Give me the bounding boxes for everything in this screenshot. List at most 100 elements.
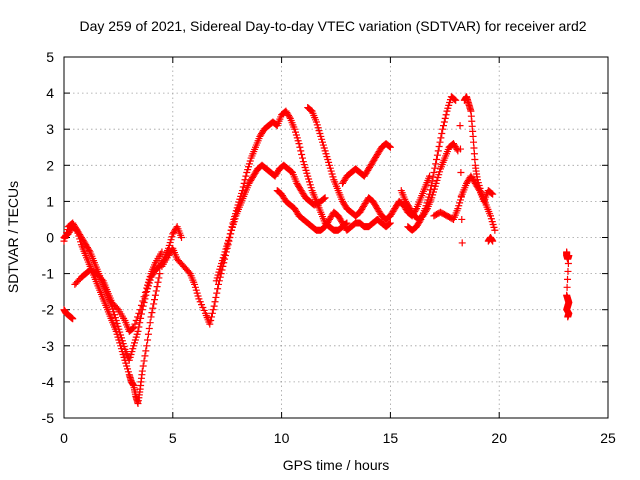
data-point — [144, 330, 152, 338]
x-tick-label: 20 — [491, 430, 507, 446]
y-tick-label: -3 — [42, 338, 55, 354]
data-point — [431, 164, 439, 172]
x-tick-label: 5 — [169, 430, 177, 446]
data-point — [433, 156, 441, 164]
data-point — [564, 267, 572, 275]
data-point — [227, 226, 235, 234]
data-point — [155, 274, 163, 282]
data-point — [564, 275, 572, 283]
data-point — [226, 230, 234, 238]
data-point — [386, 219, 394, 227]
data-point — [451, 96, 459, 104]
data-point — [296, 143, 304, 151]
data-point — [134, 327, 142, 335]
data-point — [214, 285, 222, 293]
data-point — [563, 283, 571, 291]
data-point — [298, 150, 306, 158]
data-point — [489, 237, 497, 245]
x-tick-label: 10 — [274, 430, 290, 446]
data-point — [146, 319, 154, 327]
data-point — [241, 176, 249, 184]
data-point — [298, 154, 306, 162]
data-point — [207, 317, 215, 325]
y-tick-labels: -5 -4 -3 -2 -1 0 1 2 3 4 5 — [42, 49, 55, 426]
data-point — [458, 239, 466, 247]
data-point — [72, 225, 80, 233]
y-tick-label: 0 — [46, 230, 54, 246]
data-point — [153, 283, 161, 291]
data-point — [434, 147, 442, 155]
data-point — [427, 182, 435, 190]
data-point — [456, 145, 464, 153]
data-point — [426, 172, 434, 180]
data-point — [135, 309, 143, 317]
data-point — [442, 111, 450, 119]
data-point — [144, 336, 152, 344]
data-point — [154, 278, 162, 286]
data-point — [432, 160, 440, 168]
data-point — [491, 226, 499, 234]
data-point — [150, 300, 158, 308]
data-point — [225, 234, 233, 241]
data-point — [136, 306, 144, 314]
data-point — [456, 122, 464, 130]
y-tick-label: -1 — [42, 266, 55, 282]
data-point — [132, 317, 140, 325]
data-point — [240, 179, 248, 187]
data-point — [435, 143, 443, 151]
data-point — [145, 324, 153, 332]
data-point — [137, 314, 145, 322]
data-point — [135, 323, 143, 331]
data-point — [212, 293, 220, 301]
data-point — [457, 169, 465, 177]
data-point — [208, 313, 216, 321]
data-point — [209, 306, 217, 314]
data-point — [436, 138, 444, 146]
data-point — [441, 114, 449, 122]
data-point — [211, 298, 219, 306]
data-point — [440, 118, 448, 126]
data-point — [285, 113, 293, 121]
data-point — [139, 362, 147, 370]
data-point — [238, 187, 246, 195]
data-point — [131, 320, 139, 328]
chart-title: Day 259 of 2021, Sidereal Day-to-day VTE… — [79, 18, 586, 34]
data-point — [178, 234, 186, 241]
data-point — [139, 297, 147, 305]
data-point — [458, 215, 466, 223]
x-tick-label: 0 — [60, 430, 68, 446]
y-tick-label: 5 — [46, 49, 54, 65]
data-point — [141, 352, 149, 360]
x-tick-label: 25 — [600, 430, 616, 446]
data-point — [134, 313, 142, 321]
data-points — [60, 93, 573, 408]
data-point — [452, 96, 460, 104]
data-point — [206, 320, 214, 328]
data-point — [210, 302, 218, 310]
data-point — [488, 189, 496, 197]
data-point — [429, 173, 437, 181]
data-point — [564, 259, 572, 267]
data-point — [437, 134, 445, 142]
data-point — [152, 287, 160, 295]
data-point — [214, 280, 222, 288]
x-tick-label: 15 — [383, 430, 399, 446]
data-point — [386, 220, 394, 228]
data-point — [142, 347, 150, 355]
data-point — [430, 169, 438, 177]
data-point — [158, 248, 166, 256]
data-point — [297, 147, 305, 155]
data-point — [213, 289, 221, 297]
data-point — [113, 304, 121, 312]
data-point — [228, 223, 236, 231]
data-point — [129, 324, 137, 332]
y-tick-label: 4 — [46, 85, 54, 101]
y-tick-label: -2 — [42, 302, 55, 318]
data-point — [208, 309, 216, 317]
data-point — [147, 313, 155, 321]
data-point — [428, 177, 436, 185]
data-point — [149, 304, 157, 312]
data-point — [565, 252, 573, 260]
